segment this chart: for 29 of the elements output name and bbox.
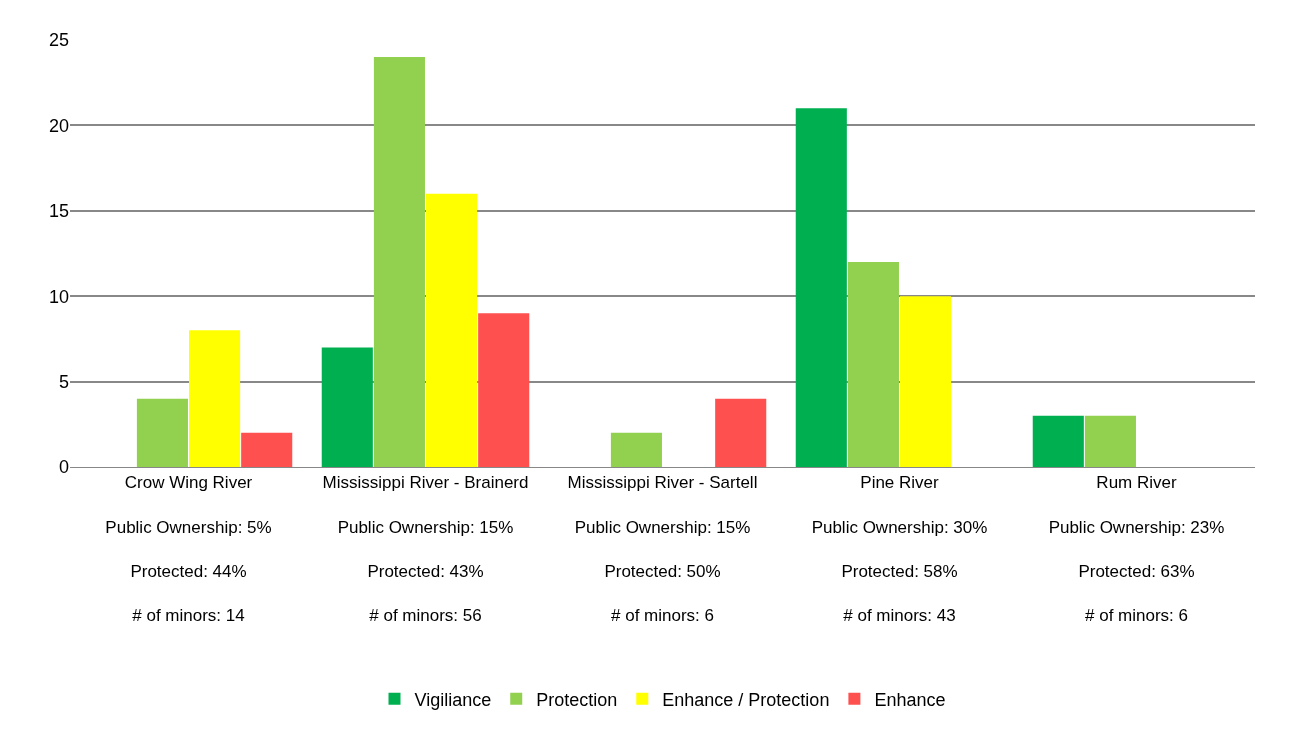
y-tick-label: 15: [48, 201, 69, 222]
bar: [241, 432, 293, 467]
bar: [900, 296, 952, 467]
category-label: Crow Wing River Public Ownership: 5% Protected: 44% # of minors: 14: [105, 473, 272, 625]
category-label: Mississippi River - Sartell Public Ownership: 15% Protected: 50% # of minors: 6: [567, 473, 758, 625]
bar: [321, 347, 373, 467]
category-label: Pine River Public Ownership: 30% Protected: 58% # of minors: 43: [811, 473, 988, 625]
bar: [189, 330, 241, 467]
bar: [426, 193, 478, 467]
legend-label: Enhance / Protection: [662, 689, 830, 710]
category-label: Rum River Public Ownership: 23% Protected: 63% # of minors: 6: [1048, 473, 1225, 625]
bar: [795, 108, 847, 467]
legend-label: Protection: [536, 689, 618, 710]
y-tick-label: 0: [58, 457, 69, 478]
bar: [847, 262, 899, 467]
bar: [1032, 415, 1084, 467]
y-tick-label: 5: [58, 371, 69, 392]
category-label: Mississippi River - Brainerd Public Ownership: 15% Protected: 43% # of minors: 56: [322, 473, 529, 625]
bar: [715, 398, 767, 467]
legend-label: Vigiliance: [414, 689, 492, 710]
y-tick-label: 25: [48, 30, 69, 51]
y-tick-label: 10: [48, 286, 69, 307]
bar: [610, 432, 662, 467]
bar: [373, 57, 425, 467]
bar: [1084, 415, 1136, 467]
legend-label: Enhance: [874, 689, 946, 710]
bar: [136, 398, 188, 467]
bar: [478, 313, 530, 467]
y-tick-label: 20: [48, 115, 69, 136]
